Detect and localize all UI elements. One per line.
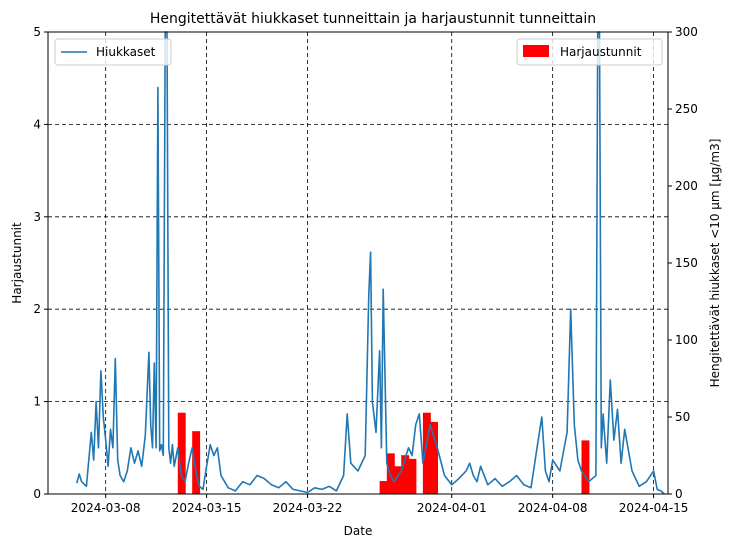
legend-bar-swatch (523, 45, 549, 57)
y-axis-left-label: Harjaustunnit (10, 222, 24, 304)
bar-1 (192, 431, 201, 494)
bar-3 (386, 453, 395, 494)
x-axis-label: Date (344, 524, 373, 538)
legend-label-hiukkaset: Hiukkaset (96, 45, 156, 59)
y-left-tick-label-5: 5 (33, 25, 41, 39)
bar-8 (430, 421, 439, 494)
bar-4 (394, 466, 402, 494)
bar-9 (581, 440, 590, 494)
chart-title: Hengitettävät hiukkaset tunneittain ja h… (150, 11, 596, 27)
bar-series-harjaustunnit (177, 412, 590, 494)
y-right-tick-label-4: 200 (675, 179, 698, 193)
x-tick-label-4: 2024-04-08 (518, 501, 588, 515)
x-tick-label-1: 2024-03-15 (172, 501, 242, 515)
x-tick-label-3: 2024-04-01 (417, 501, 487, 515)
legend-harjaustunnit: Harjaustunnit (516, 38, 663, 66)
y-left-tick-label-4: 4 (33, 117, 41, 131)
bar-7 (422, 412, 431, 494)
legend-label-harjaustunnit: Harjaustunnit (560, 45, 642, 59)
line-series-hiukkaset (76, 31, 665, 495)
y-right-tick-label-6: 300 (675, 25, 698, 39)
y-left-tick-label-2: 2 (33, 302, 41, 316)
y-axis-right: 0 50 100 150 200 250 300 (668, 25, 698, 501)
y-right-tick-label-5: 250 (675, 102, 698, 116)
x-tick-label-0: 2024-03-08 (71, 501, 141, 515)
y-right-tick-label-0: 0 (675, 487, 683, 501)
bar-2 (379, 481, 388, 494)
y-right-tick-label-2: 100 (675, 333, 698, 347)
y-left-tick-label-1: 1 (33, 395, 41, 409)
y-right-tick-label-1: 50 (675, 410, 690, 424)
y-left-tick-label-3: 3 (33, 210, 41, 224)
y-right-tick-label-3: 150 (675, 256, 698, 270)
x-tick-label-2: 2024-03-22 (273, 501, 343, 515)
bar-6 (408, 458, 417, 494)
x-tick-label-5: 2024-04-15 (619, 501, 689, 515)
bar-5 (401, 455, 410, 494)
y-left-tick-label-0: 0 (33, 487, 41, 501)
y-axis-left: 0 1 2 3 4 5 (33, 25, 48, 501)
y-axis-right-label: Hengitettävät hiukkaset <10 µm [µg/m3] (708, 139, 722, 388)
legend-hiukkaset: Hiukkaset (54, 38, 172, 66)
x-axis: 2024-03-08 2024-03-15 2024-03-22 2024-04-01… (71, 494, 689, 515)
bar-0 (177, 412, 186, 494)
